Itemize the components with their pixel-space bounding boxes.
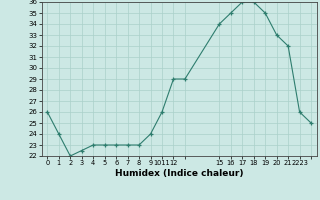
X-axis label: Humidex (Indice chaleur): Humidex (Indice chaleur): [115, 169, 244, 178]
